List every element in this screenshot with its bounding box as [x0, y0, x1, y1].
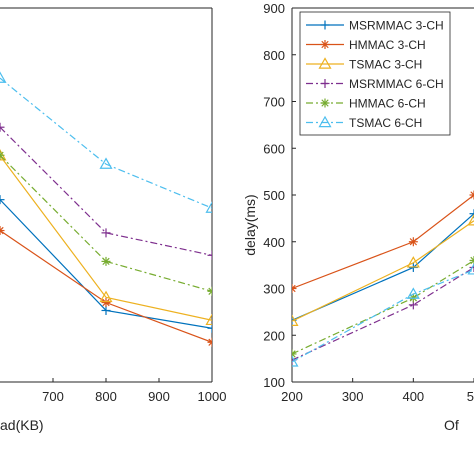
left-panel: 700 800 900 1000 ad(KB) [0, 7, 227, 433]
legend-marker [320, 79, 330, 88]
right-plot-area [292, 190, 474, 367]
legend-label: MSRMMAC 3-CH [349, 19, 444, 33]
data-point [292, 314, 299, 326]
data-point [0, 122, 5, 132]
data-point [469, 255, 474, 265]
data-point [0, 226, 5, 236]
data-point [207, 250, 212, 260]
series-line-tsmac-3-ch [0, 155, 212, 321]
y-tick-label: 500 [263, 188, 285, 203]
legend-item: HMMAC 6-CH [306, 97, 426, 111]
legend-marker [320, 20, 330, 30]
legend-item: HMMAC 3-CH [306, 38, 426, 52]
left-plot-area [0, 71, 212, 347]
data-point [207, 337, 212, 347]
data-point [99, 290, 113, 303]
data-point [467, 263, 474, 275]
data-point [406, 287, 420, 299]
legend-marker [318, 115, 332, 128]
series-line-tsmac-6-ch [0, 77, 212, 209]
x-axis-label: ad(KB) [0, 417, 44, 433]
x-tick-label: 200 [281, 389, 303, 404]
y-tick-label: 100 [263, 375, 285, 390]
legend-label: HMMAC 3-CH [349, 38, 426, 52]
data-point [292, 355, 299, 367]
legend-label: HMMAC 6-CH [349, 97, 426, 111]
y-tick-label: 400 [263, 235, 285, 250]
y-tick-label: 600 [263, 141, 285, 156]
legend: MSRMMAC 3-CH HMMAC 3-CH TSMAC 3-CH MSRMMAC … [299, 11, 451, 136]
legend-label: TSMAC 6-CH [349, 116, 422, 130]
data-point [0, 195, 5, 205]
series-line-hmmac-3-ch [292, 194, 474, 290]
right-panel: 20030040050100200300400500600700800900Of… [242, 1, 474, 433]
data-point [207, 286, 212, 296]
data-point [101, 305, 111, 315]
data-point [101, 256, 111, 266]
data-point [0, 150, 5, 160]
y-axis-label: delay(ms) [242, 194, 258, 255]
x-tick-label: 800 [95, 389, 117, 404]
data-point [469, 190, 474, 200]
legend-item: TSMAC 3-CH [306, 57, 422, 72]
data-point [469, 209, 474, 219]
series-line-tsmac-3-ch [292, 220, 474, 322]
x-tick-label: 300 [342, 389, 364, 404]
series-line-tsmac-6-ch [292, 269, 474, 363]
legend-item: MSRMMAC 6-CH [306, 77, 444, 91]
series-line-msrmmac-6-ch [0, 126, 212, 256]
data-point [467, 214, 474, 226]
series-line-hmmac-6-ch [0, 154, 212, 292]
data-point [99, 157, 113, 169]
x-tick-label: 700 [42, 389, 64, 404]
data-point [408, 237, 418, 247]
x-tick-label: 400 [402, 389, 424, 404]
data-point [205, 201, 212, 213]
series-line-msrmmac-6-ch [292, 266, 474, 361]
x-tick-label: 50 [467, 389, 474, 404]
data-point [292, 349, 297, 359]
legend-label: MSRMMAC 6-CH [349, 77, 444, 91]
legend-marker [320, 40, 330, 49]
series-line-msrmmac-3-ch [292, 213, 474, 321]
x-axis-label: Of [444, 417, 459, 433]
legend-marker [320, 98, 330, 108]
x-tick-label: 1000 [198, 389, 227, 404]
y-tick-label: 800 [263, 48, 285, 63]
data-point [0, 71, 7, 83]
y-tick-label: 200 [263, 328, 285, 343]
data-point [101, 298, 111, 308]
data-point [469, 262, 474, 272]
legend-item: TSMAC 6-CH [306, 115, 422, 130]
data-point [101, 228, 111, 238]
y-tick-label: 300 [263, 282, 285, 297]
series-line-hmmac-3-ch [0, 230, 212, 343]
y-tick-label: 700 [263, 95, 285, 110]
data-point [406, 256, 420, 268]
data-point [207, 323, 212, 333]
y-tick-label: 900 [263, 1, 285, 16]
data-point [205, 313, 212, 326]
legend-marker [318, 57, 332, 69]
legend-label: TSMAC 3-CH [349, 58, 422, 72]
x-tick-label: 900 [148, 389, 170, 404]
data-point [292, 284, 297, 293]
legend-item: MSRMMAC 3-CH [306, 19, 444, 33]
series-line-hmmac-6-ch [292, 259, 474, 355]
